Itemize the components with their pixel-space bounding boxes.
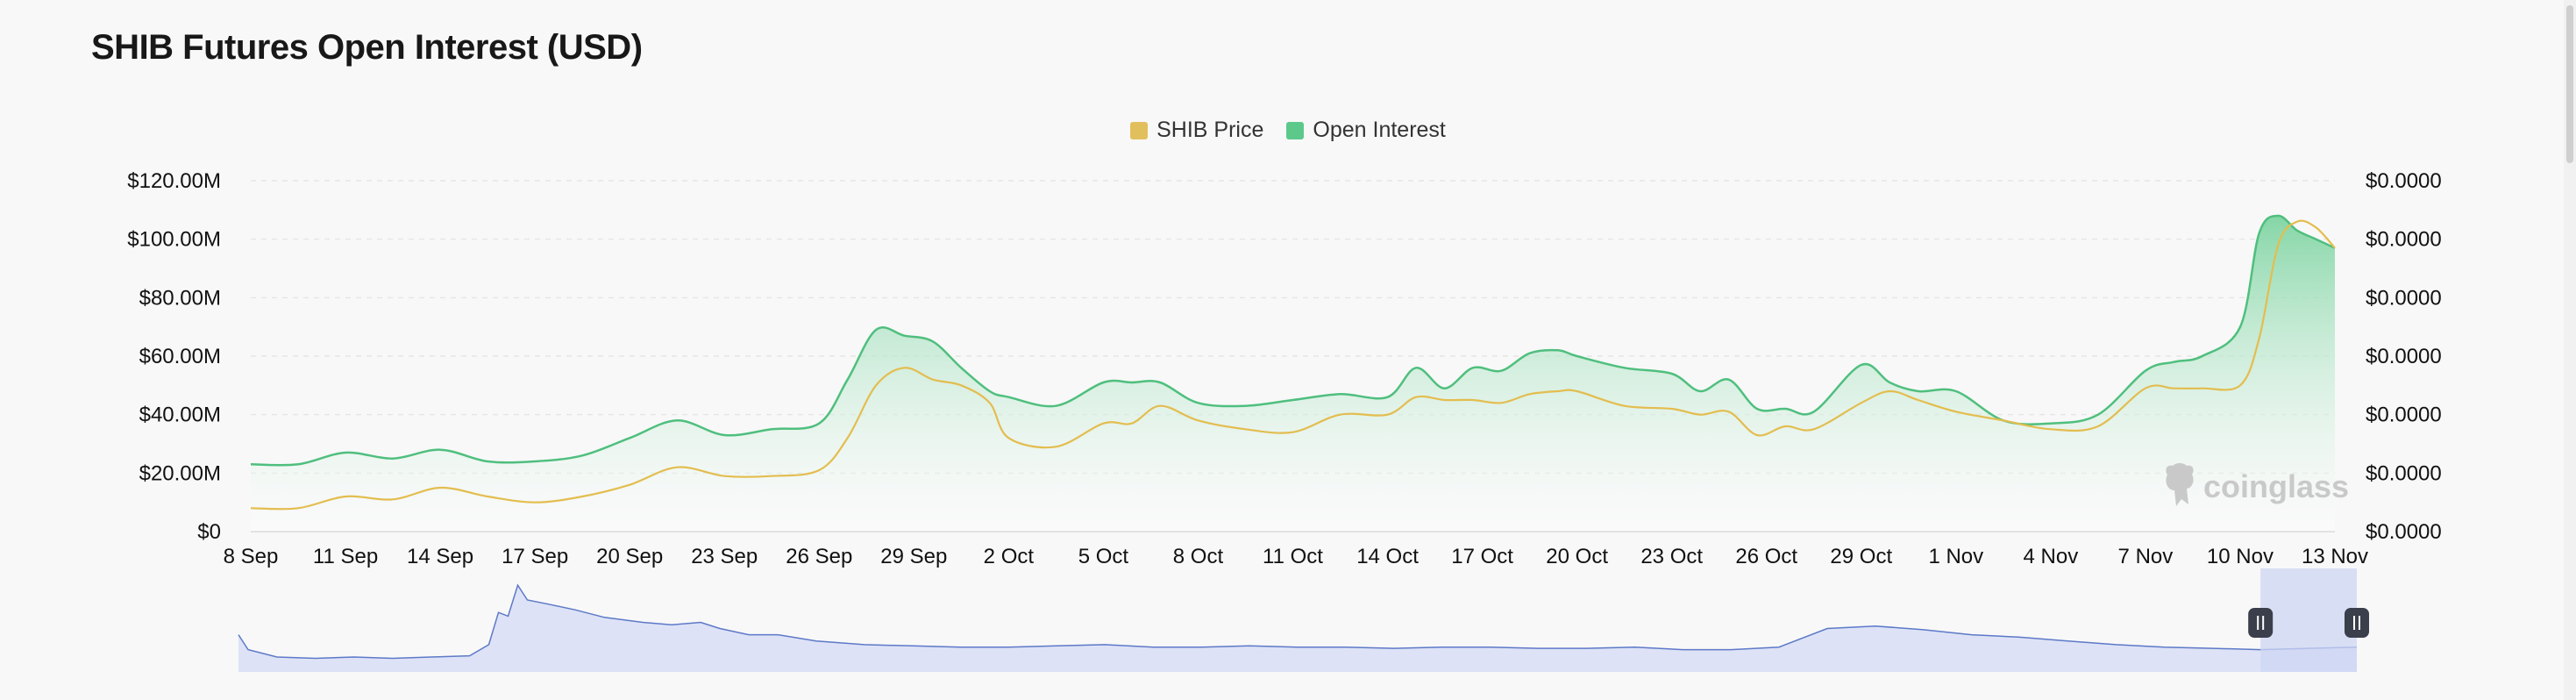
left-axis: $0 $20.00M $40.00M $60.00M $80.00M $100.00M $1… xyxy=(127,169,221,544)
coinglass-logo-icon xyxy=(2166,463,2194,506)
legend-item-shib-price[interactable]: SHIB Price xyxy=(1130,118,1263,143)
x-tick-label: 14 Sep xyxy=(407,545,473,568)
series-layer[interactable] xyxy=(250,214,2336,532)
x-tick-label: 14 Oct xyxy=(1356,545,1419,568)
chart-legend: SHIB Price Open Interest xyxy=(0,118,2576,143)
shib-price-line[interactable] xyxy=(250,219,2336,511)
legend-swatch-shib-price xyxy=(1130,121,1149,139)
navigator-area xyxy=(238,585,2357,672)
y-tick-label-right: $0.0000 xyxy=(2366,461,2442,485)
y-tick-label-right: $0.0000 xyxy=(2366,169,2442,193)
y-tick-label-right: $0.0000 xyxy=(2366,345,2442,368)
y-tick-label-right: $0.0000 xyxy=(2366,520,2442,544)
x-tick-label: 29 Oct xyxy=(1830,545,1892,568)
x-tick-label: 1 Nov xyxy=(1928,545,1983,568)
x-tick-label: 2 Oct xyxy=(984,545,1035,568)
right-axis: $0.0000 $0.0000 $0.0000 $0.0000 $0.0000 $0.00… xyxy=(2366,169,2442,544)
y-tick-label-right: $0.0000 xyxy=(2366,286,2442,310)
page-title: SHIB Futures Open Interest (USD) xyxy=(91,28,643,67)
y-tick-label-right: $0.0000 xyxy=(2366,228,2442,252)
x-tick-label: 17 Oct xyxy=(1451,545,1513,568)
x-axis: 8 Sep 11 Sep 14 Sep 17 Sep 20 Sep 23 Sep 26 Se… xyxy=(224,545,2368,568)
y-tick-label-left: $60.00M xyxy=(139,345,221,368)
scrollbar-thumb[interactable] xyxy=(2566,5,2573,163)
x-tick-label: 7 Nov xyxy=(2118,545,2174,568)
x-tick-label: 17 Sep xyxy=(502,545,568,568)
coinglass-watermark: coinglass xyxy=(2166,463,2349,506)
y-tick-label-left: $100.00M xyxy=(127,228,221,252)
x-tick-label: 26 Oct xyxy=(1735,545,1797,568)
navigator-handle-left[interactable] xyxy=(2248,608,2274,638)
watermark-text: coinglass xyxy=(2203,468,2349,504)
x-tick-label: 11 Oct xyxy=(1263,545,1323,568)
x-tick-label: 20 Oct xyxy=(1546,545,1608,568)
navigator-handle-right[interactable] xyxy=(2345,608,2369,638)
y-tick-label-left: $20.00M xyxy=(139,461,221,485)
navigator-selection[interactable] xyxy=(2260,568,2357,672)
y-tick-label-left: $0 xyxy=(197,520,221,544)
x-tick-label: 20 Sep xyxy=(596,545,663,568)
handle-body[interactable] xyxy=(2248,608,2274,638)
open-interest-area xyxy=(251,215,2335,532)
x-tick-label: 23 Oct xyxy=(1640,545,1703,568)
legend-swatch-open-interest xyxy=(1286,121,1305,139)
x-tick-label: 23 Sep xyxy=(691,545,758,568)
y-tick-label-left: $120.00M xyxy=(127,169,221,193)
y-tick-label-left: $40.00M xyxy=(139,404,221,427)
page-scrollbar[interactable] xyxy=(2564,0,2576,700)
open-interest-line[interactable] xyxy=(250,214,2336,467)
navigator[interactable] xyxy=(238,568,2369,672)
x-tick-label: 10 Nov xyxy=(2207,545,2274,568)
x-tick-label: 8 Sep xyxy=(224,545,279,568)
navigator-line xyxy=(238,583,2358,660)
y-tick-label-right: $0.0000 xyxy=(2366,404,2442,427)
y-tick-label-left: $80.00M xyxy=(139,286,221,310)
x-tick-label: 26 Sep xyxy=(786,545,852,568)
legend-label-open-interest: Open Interest xyxy=(1313,118,1446,142)
x-tick-label: 5 Oct xyxy=(1078,545,1129,568)
x-tick-label: 11 Sep xyxy=(313,545,378,568)
x-tick-label: 13 Nov xyxy=(2302,545,2368,568)
x-tick-label: 29 Sep xyxy=(880,545,947,568)
handle-body[interactable] xyxy=(2345,608,2369,638)
legend-label-shib-price: SHIB Price xyxy=(1156,118,1264,142)
x-tick-label: 4 Nov xyxy=(2024,545,2079,568)
x-tick-label: 8 Oct xyxy=(1173,545,1224,568)
legend-item-open-interest[interactable]: Open Interest xyxy=(1286,118,1446,143)
